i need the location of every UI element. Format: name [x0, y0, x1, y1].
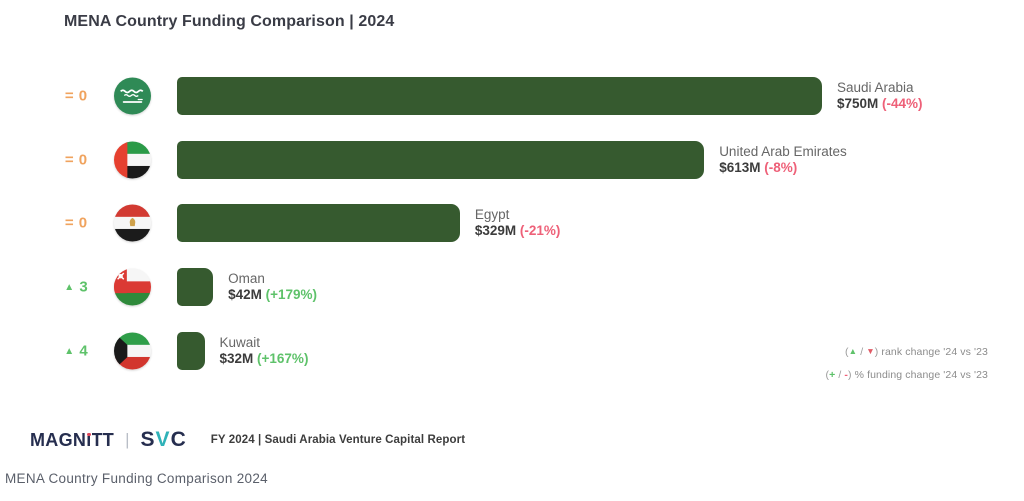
funding-change-legend: (+ / -) % funding change '24 vs '23 [825, 364, 988, 387]
page-caption: MENA Country Funding Comparison 2024 [5, 471, 268, 486]
rank-change-indicator: = 0 [52, 87, 100, 104]
report-title: FY 2024 | Saudi Arabia Venture Capital R… [210, 434, 466, 446]
bar-row-kuwait: ▲ 4 Kuwait $32M (+167%) [0, 319, 1024, 383]
bar-label: United Arab Emirates $613M (-8%) [719, 144, 847, 176]
bar-line: Oman $42M (+179%) [177, 268, 1024, 307]
bar-label: Egypt $329M (-21%) [475, 207, 561, 239]
funding-amount: $329M [474, 223, 520, 239]
logo-divider: | [125, 430, 130, 449]
rank-same-icon: = [64, 214, 75, 232]
funding-change-percent: (-21%) [519, 223, 561, 239]
bar-row-saudi-arabia: = 0 Saudi Arabia $750M (-44%) [0, 64, 1024, 128]
magnitt-logo: MAGNiTT [30, 429, 115, 451]
rank-change-indicator: = 0 [52, 215, 100, 232]
rank-change-legend: (▲ / ▼) rank change '24 vs '23 [825, 340, 988, 364]
magnitt-logo-text: MAGN [30, 429, 87, 450]
funding-bar-united-arab-emirates [177, 140, 705, 179]
legend-paren: ) [874, 346, 882, 358]
bar-row-united-arab-emirates: = 0 United Arab Emirates $613M (-8%) [0, 128, 1024, 192]
bar-line: Saudi Arabia $750M (-44%) [177, 76, 1024, 115]
legend-label: % funding change '24 vs '23 [854, 369, 988, 381]
footer: MAGNiTT | SVC FY 2024 | Saudi Arabia Ven… [30, 428, 465, 452]
funding-value: $613M (-8%) [719, 160, 847, 176]
funding-change-percent: (-44%) [882, 95, 923, 111]
country-name: Kuwait [219, 335, 261, 351]
bar-line: United Arab Emirates $613M (-8%) [177, 140, 1024, 179]
bar-label: Kuwait $32M (+167%) [220, 335, 309, 367]
legend-paren: ) [847, 369, 855, 381]
funding-amount: $32M [219, 351, 258, 367]
funding-bar-egypt [177, 204, 460, 243]
svc-logo-v: V [155, 428, 171, 451]
legend-down: ▼ [866, 346, 875, 356]
flag-saudi-arabia-icon [114, 77, 151, 115]
rank-change-indicator: ▲ 3 [52, 279, 100, 296]
bar-row-oman: ▲ 3 Oman $42M (+179%) [0, 255, 1024, 319]
funding-value: $750M (-44%) [837, 96, 923, 112]
svc-logo-s: S [140, 428, 156, 451]
funding-amount: $42M [228, 287, 266, 303]
rank-same-icon: = [64, 87, 75, 105]
rank-change-value: 0 [74, 151, 88, 169]
flag-united-arab-emirates-icon [114, 141, 151, 179]
legend-label: rank change '24 vs '23 [881, 346, 988, 358]
flag-kuwait-icon [114, 332, 151, 370]
funding-value: $42M (+179%) [228, 287, 317, 303]
legend-paren: ( [845, 346, 849, 358]
funding-amount: $750M [837, 95, 883, 111]
funding-change-percent: (-8%) [764, 159, 798, 175]
funding-bar-oman [177, 268, 214, 307]
country-name: United Arab Emirates [719, 143, 847, 159]
rank-up-icon: ▲ [64, 346, 76, 358]
bar-label: Saudi Arabia $750M (-44%) [837, 80, 923, 112]
flag-oman-icon [114, 268, 151, 306]
rank-change-value: 0 [74, 87, 88, 105]
bar-row-egypt: = 0 Egypt $329M (-21%) [0, 192, 1024, 256]
funding-amount: $613M [719, 159, 765, 175]
rank-same-icon: = [64, 151, 75, 169]
bar-chart: = 0 Saudi Arabia $750M (-44%) = 0 United Ara… [0, 64, 1024, 383]
country-name: Egypt [474, 207, 510, 223]
magnitt-logo-text-end: TT [91, 429, 115, 450]
rank-change-indicator: = 0 [52, 151, 100, 168]
rank-change-value: 3 [75, 278, 88, 296]
magnitt-logo-i: i [86, 429, 92, 450]
funding-change-percent: (+179%) [265, 287, 318, 303]
funding-change-percent: (+167%) [257, 351, 309, 367]
funding-bar-kuwait [177, 332, 205, 371]
legend-plus: + [829, 369, 836, 381]
bar-line: Kuwait $32M (+167%) [177, 332, 1024, 371]
chart-legend: (▲ / ▼) rank change '24 vs '23 (+ / -) % … [825, 340, 988, 387]
legend-paren: / [857, 346, 867, 358]
rank-change-value: 0 [74, 214, 88, 232]
legend-up: ▲ [848, 346, 858, 356]
legend-paren: ( [825, 369, 830, 381]
rank-up-icon: ▲ [64, 282, 76, 294]
legend-paren: / [835, 369, 845, 381]
bar-label: Oman $42M (+179%) [228, 271, 317, 303]
country-name: Saudi Arabia [837, 79, 914, 95]
legend-minus: - [844, 369, 848, 381]
chart-title: MENA Country Funding Comparison | 2024 [64, 13, 395, 30]
funding-value: $32M (+167%) [220, 351, 309, 367]
rank-change-indicator: ▲ 4 [52, 343, 100, 360]
funding-value: $329M (-21%) [475, 223, 561, 239]
country-name: Oman [228, 271, 265, 287]
svc-logo: SVC [141, 428, 187, 452]
funding-bar-saudi-arabia [177, 76, 822, 115]
svc-logo-c: C [170, 428, 187, 451]
rank-change-value: 4 [75, 342, 88, 360]
flag-egypt-icon [114, 204, 151, 242]
bar-line: Egypt $329M (-21%) [177, 204, 1024, 243]
